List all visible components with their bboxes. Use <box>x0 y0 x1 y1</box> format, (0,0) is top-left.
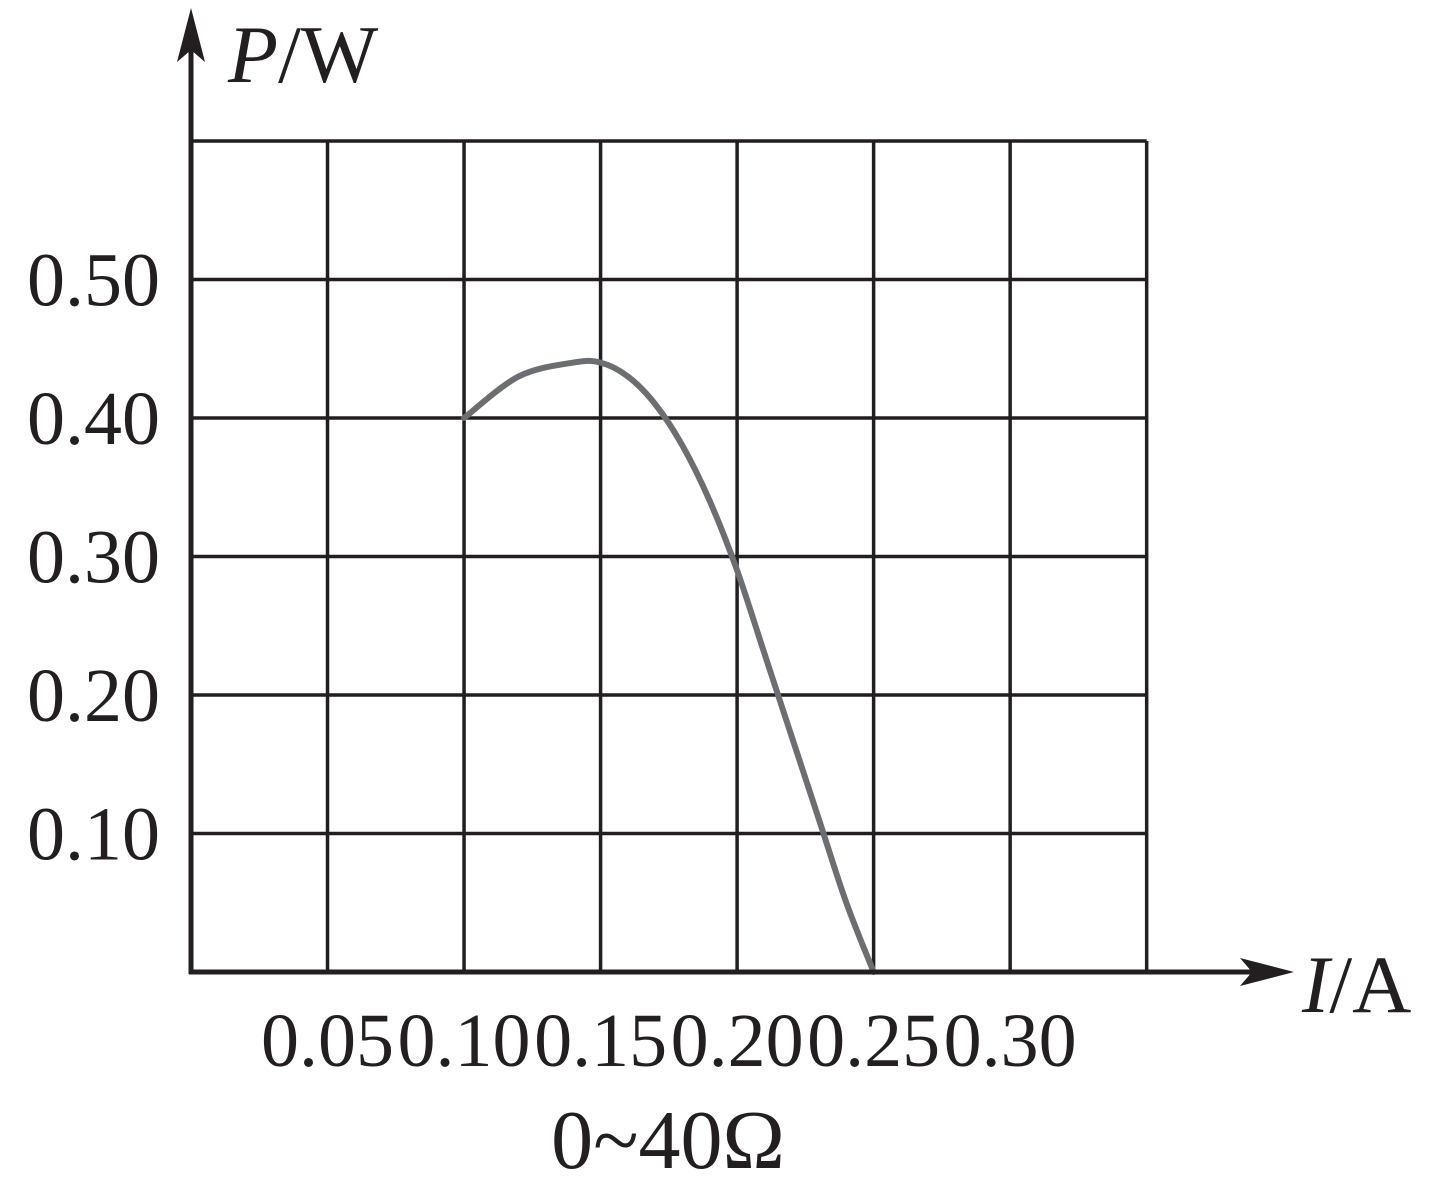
x-tick-label: 0.20 <box>671 999 804 1083</box>
y-tick-label: 0.50 <box>27 239 160 323</box>
y-axis-symbol: P <box>227 9 278 100</box>
x-tick-label: 0.05 <box>261 999 394 1083</box>
caption: 0~40Ω <box>551 1094 785 1186</box>
y-axis-unit: /W <box>278 9 379 100</box>
y-tick-label: 0.30 <box>27 516 160 600</box>
x-axis-label: I/A <box>1301 939 1411 1030</box>
y-tick-label: 0.40 <box>27 377 160 461</box>
tick-labels: 0.05 0.10 0.15 0.20 0.25 0.300.100.200.300.40… <box>27 239 1077 1084</box>
y-tick-label: 0.10 <box>27 793 160 877</box>
grid <box>191 139 1149 972</box>
x-axis-symbol: I <box>1301 939 1333 1030</box>
x-tick-label: 0.30 <box>944 999 1077 1083</box>
curve-layer <box>461 357 877 975</box>
y-tick-label: 0.20 <box>27 654 160 738</box>
x-tick-label: 0.25 <box>807 999 940 1083</box>
y-axis-label: P/W <box>227 9 379 100</box>
x-tick-label: 0.10 <box>398 999 531 1083</box>
x-tick-label: 0.15 <box>534 999 667 1083</box>
x-axis-arrowhead <box>1240 958 1294 986</box>
y-axis-arrowhead <box>177 8 205 62</box>
axes <box>177 8 1294 986</box>
series-line <box>461 357 877 975</box>
x-axis-unit: /A <box>1329 939 1411 1030</box>
